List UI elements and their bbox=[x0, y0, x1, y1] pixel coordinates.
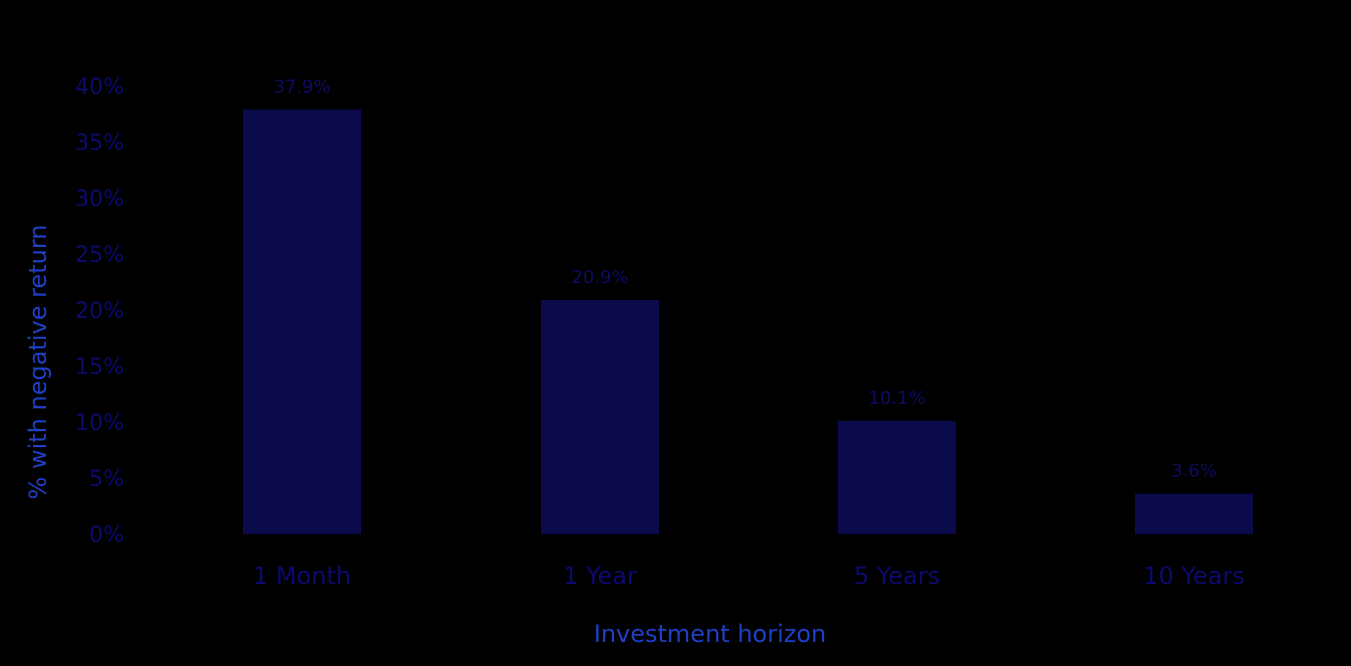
y-tick-label: 40% bbox=[75, 75, 124, 100]
y-tick-label: 35% bbox=[75, 131, 124, 156]
y-tick-label: 30% bbox=[75, 187, 124, 212]
bar-data-label: 20.9% bbox=[571, 267, 628, 288]
bars-group bbox=[243, 109, 1253, 535]
bar-data-label: 37.9% bbox=[273, 77, 330, 98]
x-tick-label: 5 Years bbox=[854, 562, 940, 590]
bar bbox=[243, 109, 361, 535]
bar-data-label: 3.6% bbox=[1171, 461, 1217, 482]
x-axis-ticks: 1 Month 1 Year 5 Years 10 Years bbox=[253, 562, 1245, 590]
data-labels-group: 37.9% 20.9% 10.1% 3.6% bbox=[273, 77, 1216, 482]
bar bbox=[838, 420, 956, 534]
x-tick-label: 1 Month bbox=[253, 562, 351, 590]
y-axis-ticks: 0% 5% 10% 15% 20% 25% 30% 35% 40% bbox=[75, 75, 124, 548]
bar-data-label: 10.1% bbox=[868, 388, 925, 409]
x-tick-label: 10 Years bbox=[1143, 562, 1244, 590]
y-axis-title: % with negative return bbox=[24, 225, 52, 500]
y-tick-label: 5% bbox=[89, 467, 124, 492]
x-tick-label: 1 Year bbox=[563, 562, 637, 590]
y-tick-label: 20% bbox=[75, 299, 124, 324]
y-tick-label: 25% bbox=[75, 243, 124, 268]
y-tick-label: 0% bbox=[89, 523, 124, 548]
bar bbox=[1135, 493, 1253, 534]
y-tick-label: 15% bbox=[75, 355, 124, 380]
y-tick-label: 10% bbox=[75, 411, 124, 436]
bar bbox=[541, 299, 659, 534]
x-axis-title: Investment horizon bbox=[594, 620, 827, 648]
